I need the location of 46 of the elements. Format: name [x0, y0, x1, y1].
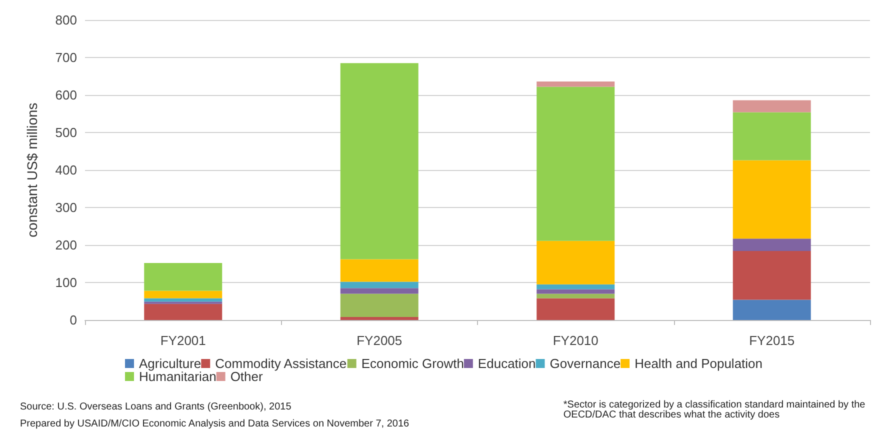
y-tick-label: 100 [55, 275, 77, 290]
bar [732, 238, 811, 251]
x-tick-label: FY2005 [356, 333, 402, 348]
bar [536, 82, 615, 87]
legend-label: Governance [550, 356, 621, 371]
bar [536, 289, 615, 294]
bar [340, 259, 418, 282]
bar [536, 298, 615, 320]
legend-label: Agriculture [139, 356, 202, 371]
bar [340, 63, 418, 260]
y-tick-label: 200 [55, 238, 77, 252]
bar [536, 294, 615, 298]
x-tick-label: FY2010 [552, 333, 598, 348]
y-tick-label: 700 [55, 50, 77, 65]
bar [340, 288, 418, 294]
legend-label: Commodity Assistance [215, 356, 347, 371]
bar [144, 263, 222, 291]
bar [732, 112, 811, 160]
bar [536, 86, 615, 241]
bar [536, 284, 615, 290]
legend-label: Economic Growth [361, 356, 464, 371]
y-tick-label: 400 [55, 162, 77, 178]
y-axis-title: constant US$ millions [24, 102, 40, 238]
legend-label: Education [478, 356, 536, 371]
bar [340, 294, 418, 317]
text: *Sector is categorized by a classification standard maintained by the OECD/DAC that describes what the activity does [563, 400, 868, 420]
text: Prepared by USAID/M/CIO Economic Analysis and Data Services on November 7, 2016 [20, 418, 410, 430]
legend-label: Other [230, 369, 264, 384]
bar [144, 304, 222, 320]
bar [536, 240, 615, 284]
bar [340, 282, 418, 288]
x-tick-label: FY2015 [749, 333, 795, 348]
y-tick-label: 500 [55, 125, 77, 140]
source-note: Source: U.S. Overseas Loans and Grants (Greenbook), 2015 [20, 402, 292, 412]
y-tick-label: 0 [70, 312, 77, 328]
bar [732, 251, 811, 300]
y-tick-label: 600 [55, 88, 77, 102]
bar [144, 290, 222, 298]
bar [732, 160, 811, 239]
x-tick-label: FY2001 [160, 333, 206, 348]
y-tick-label: 300 [55, 200, 77, 215]
legend-label: Health and Population [634, 356, 763, 371]
y-tick-label: 800 [55, 12, 77, 28]
bar [340, 317, 418, 320]
bar [732, 100, 811, 112]
bar [732, 300, 811, 320]
